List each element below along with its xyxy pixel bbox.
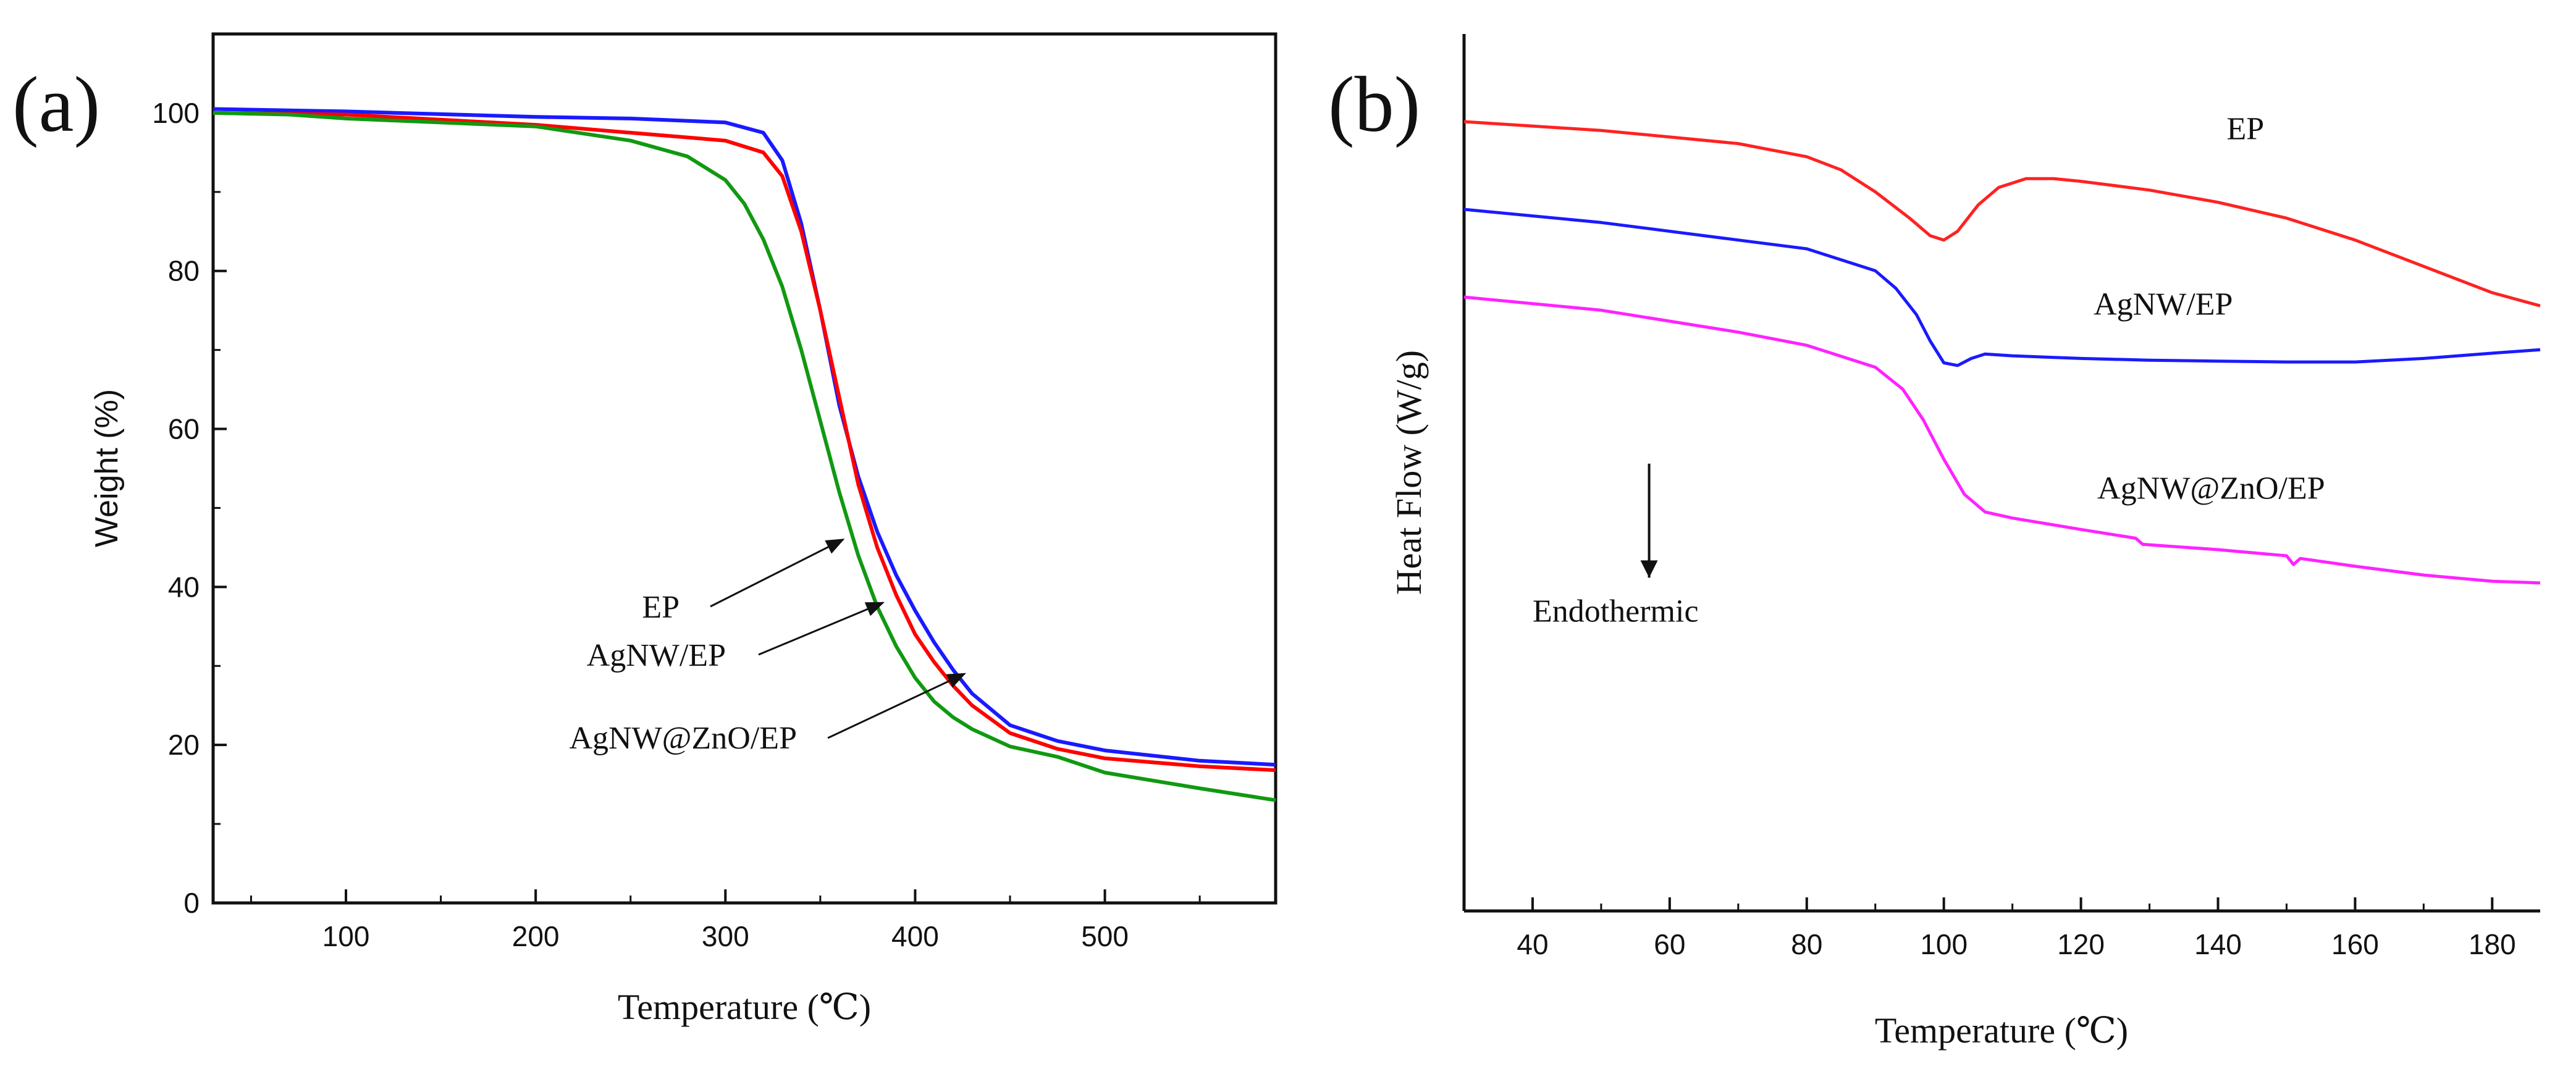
panel-a-y-tick-label-100: 100: [152, 97, 200, 129]
panel-b-x-tick-label-40: 40: [1517, 928, 1548, 960]
panel-a-annotation-arrow-agnw-zno-ep: [827, 673, 967, 739]
panel-a-series-agnw-zno-ep: [213, 107, 1276, 767]
panel-a-annotations: EP AgNW/EP AgNW@ZnO/EP: [569, 539, 967, 756]
panel-a-tga-chart: (a) 100 200 300 400 500 0 20 40 60 80 100 EP AgNW/E…: [12, 32, 1277, 1027]
panel-a-y-axis-label: Weight (%): [89, 389, 125, 547]
panel-b-series-label-agnw-zno-ep: AgNW@ZnO/EP: [2097, 471, 2325, 506]
panel-a-y-tick-label-20: 20: [168, 729, 200, 761]
panel-b-dsc-chart: (b) 40 60 80 100 120 140 160 180 EP AgNW/EP AgNW@…: [1328, 34, 2541, 1051]
panel-b-series-labels: EP AgNW/EP AgNW@ZnO/EP Endothermic: [1533, 111, 2325, 629]
panel-a-series-ep: [213, 111, 1276, 802]
panel-b-x-tick-label-140: 140: [2194, 928, 2242, 960]
panel-a-x-tick-label-300: 300: [702, 920, 749, 952]
panel-a-x-tick-label-500: 500: [1081, 920, 1129, 952]
panel-a-annotation-agnw-zno-ep: AgNW@ZnO/EP: [569, 721, 797, 756]
panel-b-label: (b): [1328, 61, 1420, 148]
panel-b-series-label-ep: EP: [2227, 111, 2265, 146]
panel-a-x-tick-label-100: 100: [322, 920, 370, 952]
panel-b-series-agnw-zno-ep: [1463, 295, 2541, 585]
panel-b-ticks: 40 60 80 100 120 140 160 180: [1463, 897, 2516, 960]
panel-b-x-tick-label-120: 120: [2057, 928, 2105, 960]
panel-b-x-tick-label-80: 80: [1791, 928, 1822, 960]
panel-b-series-agnw-ep: [1463, 208, 2541, 367]
panel-a-x-tick-label-400: 400: [891, 920, 939, 952]
panel-a-y-tick-label-0: 0: [183, 887, 200, 919]
panel-b-endothermic-label: Endothermic: [1533, 594, 1699, 629]
panel-b-series: [1463, 120, 2541, 585]
panel-b-x-tick-label-60: 60: [1654, 928, 1685, 960]
panel-a-annotation-arrow-ep: [710, 539, 845, 608]
panel-b-series-ep: [1463, 120, 2541, 308]
panel-b-x-tick-label-180: 180: [2469, 928, 2516, 960]
panel-a-y-tick-label-40: 40: [168, 571, 200, 603]
panel-a-x-axis-label: Temperature (℃): [618, 987, 871, 1027]
panel-b-x-tick-label-100: 100: [1920, 928, 1968, 960]
panel-b-series-label-agnw-ep: AgNW/EP: [2094, 287, 2233, 322]
panel-a-annotation-ep: EP: [642, 590, 680, 625]
panel-a-y-tick-label-60: 60: [168, 413, 200, 445]
panel-b-x-axis-label: Temperature (℃): [1875, 1010, 2128, 1051]
panel-a-label: (a): [12, 61, 100, 148]
panel-b-endothermic-arrowhead: [1640, 560, 1658, 578]
panel-a-ticks: 100 200 300 400 500 0 20 40 60 80 100: [152, 33, 1201, 952]
panel-b-x-tick-label-160: 160: [2331, 928, 2379, 960]
panel-a-plot-frame: [211, 32, 1277, 905]
panel-a-annotation-agnw-ep: AgNW/EP: [587, 638, 726, 673]
panel-a-annotation-arrow-agnw-ep: [758, 602, 885, 656]
panel-a-series-agnw-ep: [213, 111, 1276, 773]
panel-a-y-tick-label-80: 80: [168, 255, 200, 287]
panel-b-y-axis-label: Heat Flow (W/g): [1389, 350, 1429, 595]
panel-a-series: [213, 107, 1276, 802]
panel-a-x-tick-label-200: 200: [512, 920, 560, 952]
